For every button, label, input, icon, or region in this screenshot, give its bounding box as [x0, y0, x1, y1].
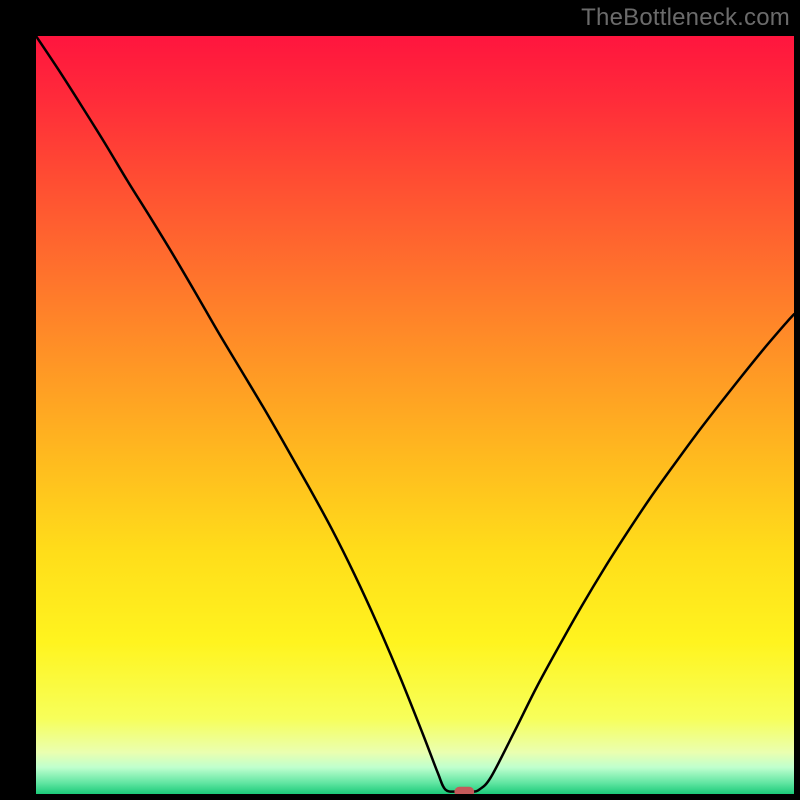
bottleneck-chart: TheBottleneck.com: [0, 0, 800, 800]
chart-svg: [36, 36, 794, 794]
chart-background-gradient: [36, 36, 794, 794]
plot-area: [36, 36, 794, 794]
watermark-text: TheBottleneck.com: [581, 4, 790, 32]
optimum-marker: [454, 787, 474, 794]
